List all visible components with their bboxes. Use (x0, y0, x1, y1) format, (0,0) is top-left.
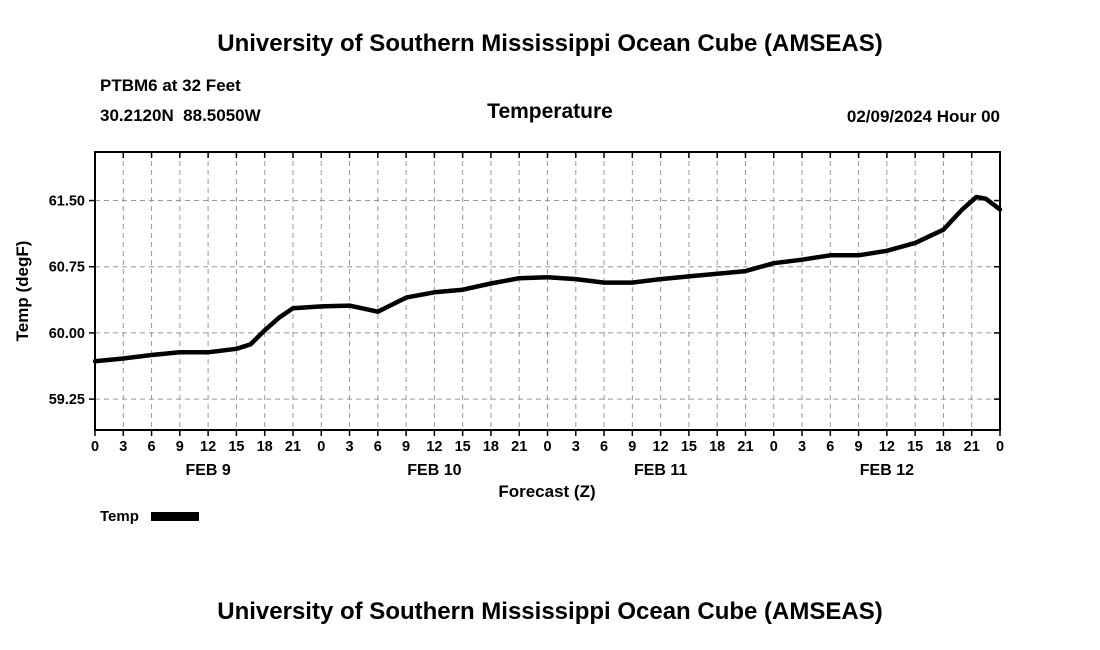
day-label: FEB 9 (185, 462, 230, 479)
day-label: FEB 12 (860, 462, 914, 479)
x-tick-label: 12 (879, 439, 895, 455)
x-tick-label: 15 (455, 439, 471, 455)
day-label: FEB 11 (634, 462, 687, 479)
x-tick-label: 6 (374, 439, 382, 455)
x-tick-label: 12 (653, 439, 669, 455)
x-tick-label: 0 (770, 439, 778, 455)
x-tick-label: 0 (543, 439, 551, 455)
x-tick-label: 12 (200, 439, 216, 455)
x-tick-label: 0 (317, 439, 325, 455)
y-tick-label: 61.50 (49, 194, 85, 210)
x-tick-label: 21 (737, 439, 753, 455)
x-tick-label: 6 (826, 439, 834, 455)
x-tick-label: 6 (148, 439, 156, 455)
plot-frame (94, 151, 1001, 431)
y-axis-label: Temp (degF) (13, 241, 32, 342)
day-label: FEB 10 (407, 462, 461, 479)
page-title-top: University of Southern Mississippi Ocean… (217, 30, 883, 57)
station-coordinates: 30.2120N 88.5050W (100, 106, 261, 125)
x-tick-label: 3 (345, 439, 353, 455)
y-tick-label: 59.25 (49, 392, 85, 408)
x-tick-label: 0 (91, 439, 99, 455)
x-tick-label: 9 (855, 439, 863, 455)
x-tick-label: 6 (600, 439, 608, 455)
station-id: PTBM6 at 32 Feet (100, 76, 241, 95)
x-tick-label: 9 (402, 439, 410, 455)
x-tick-label: 3 (119, 439, 127, 455)
legend: Temp (100, 508, 199, 525)
x-tick-label: 3 (798, 439, 806, 455)
x-tick-label: 3 (572, 439, 580, 455)
x-tick-label: 15 (907, 439, 923, 455)
x-tick-label: 9 (628, 439, 636, 455)
y-tick-label: 60.00 (49, 326, 85, 342)
x-tick-label: 15 (228, 439, 244, 455)
x-tick-label: 21 (964, 439, 980, 455)
run-datetime: 02/09/2024 Hour 00 (846, 107, 1000, 126)
x-tick-label: 18 (257, 439, 273, 455)
x-axis-label: Forecast (Z) (498, 482, 595, 501)
x-tick-label: 21 (285, 439, 301, 455)
x-tick-label: 0 (996, 439, 1004, 455)
temp-series-line (92, 194, 1003, 364)
chart-title: Temperature (487, 100, 613, 123)
x-tick-label: 18 (709, 439, 725, 455)
legend-swatch (150, 512, 199, 521)
x-tick-label: 12 (426, 439, 442, 455)
x-tick-label: 18 (483, 439, 499, 455)
legend-label: Temp (100, 508, 139, 525)
y-tick-label: 60.75 (49, 260, 85, 276)
x-tick-label: 21 (511, 439, 527, 455)
x-tick-label: 15 (681, 439, 697, 455)
x-tick-label: 18 (935, 439, 951, 455)
x-tick-label: 9 (176, 439, 184, 455)
page-title-bottom: University of Southern Mississippi Ocean… (217, 598, 883, 625)
